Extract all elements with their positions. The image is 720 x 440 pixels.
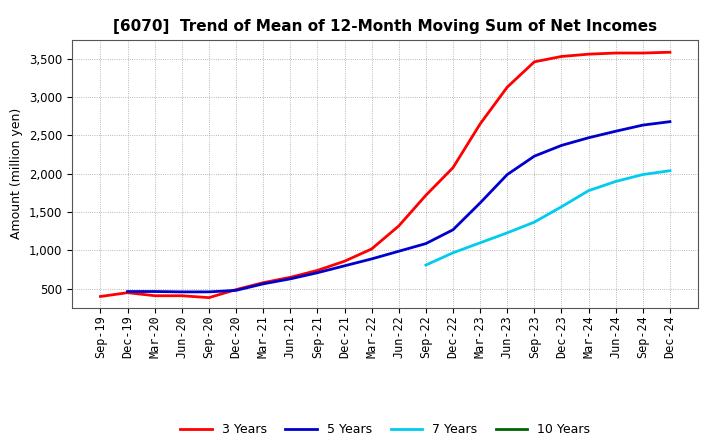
3 Years — [150, 293, 159, 298]
3 Years — [611, 50, 620, 55]
3 Years — [204, 295, 213, 300]
5 Years — [639, 122, 647, 128]
3 Years — [395, 224, 403, 229]
7 Years — [557, 204, 566, 209]
3 Years — [232, 287, 240, 292]
5 Years — [367, 256, 376, 261]
7 Years — [503, 230, 511, 235]
5 Years — [232, 288, 240, 293]
5 Years — [503, 172, 511, 177]
5 Years — [259, 281, 268, 286]
Line: 3 Years: 3 Years — [101, 52, 670, 297]
3 Years — [178, 293, 186, 298]
3 Years — [313, 268, 322, 273]
7 Years — [639, 172, 647, 177]
3 Years — [557, 54, 566, 59]
Y-axis label: Amount (million yen): Amount (million yen) — [10, 108, 23, 239]
5 Years — [123, 289, 132, 294]
7 Years — [530, 220, 539, 225]
5 Years — [530, 154, 539, 159]
3 Years — [286, 275, 294, 280]
3 Years — [476, 121, 485, 127]
3 Years — [123, 290, 132, 295]
3 Years — [584, 51, 593, 57]
Legend: 3 Years, 5 Years, 7 Years, 10 Years: 3 Years, 5 Years, 7 Years, 10 Years — [176, 418, 595, 440]
3 Years — [341, 259, 349, 264]
5 Years — [611, 128, 620, 134]
5 Years — [341, 263, 349, 268]
5 Years — [395, 249, 403, 254]
5 Years — [449, 227, 457, 232]
3 Years — [449, 165, 457, 170]
3 Years — [259, 280, 268, 285]
5 Years — [584, 135, 593, 140]
5 Years — [313, 270, 322, 275]
7 Years — [584, 188, 593, 193]
5 Years — [286, 276, 294, 282]
7 Years — [421, 262, 430, 268]
3 Years — [367, 246, 376, 252]
Title: [6070]  Trend of Mean of 12-Month Moving Sum of Net Incomes: [6070] Trend of Mean of 12-Month Moving … — [113, 19, 657, 34]
7 Years — [611, 179, 620, 184]
7 Years — [665, 168, 674, 173]
5 Years — [421, 241, 430, 246]
Line: 7 Years: 7 Years — [426, 171, 670, 265]
Line: 5 Years: 5 Years — [127, 121, 670, 292]
5 Years — [178, 289, 186, 294]
3 Years — [639, 50, 647, 55]
7 Years — [449, 250, 457, 256]
5 Years — [476, 200, 485, 205]
5 Years — [204, 289, 213, 294]
3 Years — [421, 193, 430, 198]
5 Years — [150, 289, 159, 294]
3 Years — [503, 84, 511, 90]
7 Years — [476, 240, 485, 246]
3 Years — [530, 59, 539, 65]
3 Years — [665, 50, 674, 55]
3 Years — [96, 294, 105, 299]
5 Years — [665, 119, 674, 124]
5 Years — [557, 143, 566, 148]
